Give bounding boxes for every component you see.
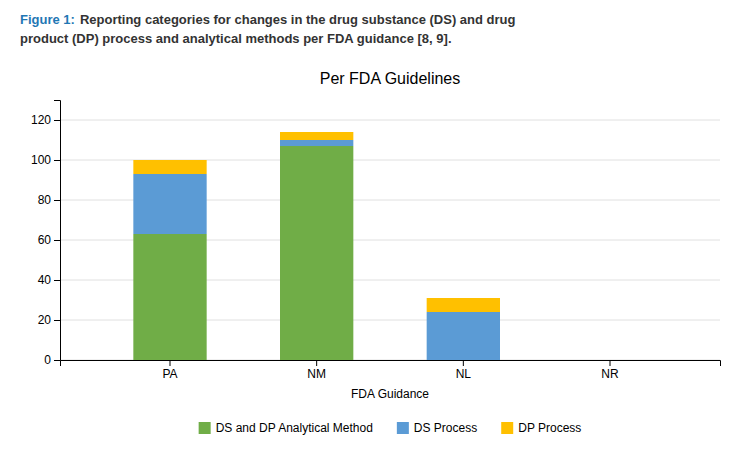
y-tick: 120 [31,113,60,127]
x-axis-title: FDA Guidance [351,387,429,401]
x-tick-mark [610,360,611,366]
y-tick: 100 [31,153,60,167]
x-tick-label: PA [162,367,177,381]
legend-item: DS and DP Analytical Method [199,421,373,435]
y-tick-label: 60 [38,233,52,247]
legend-swatch [501,422,513,434]
y-tick-mark [54,160,60,161]
y-axis: 0 20 40 60 80 100 120 [31,101,61,368]
x-tick-label: NR [601,367,619,381]
grid [60,120,720,360]
y-tick-label: 80 [38,193,52,207]
x-tick-label: NL [456,367,472,381]
y-tick-mark [54,240,60,241]
legend-label: DS and DP Analytical Method [216,421,373,435]
x-tick: NM [307,360,326,381]
legend-item: DS Process [397,421,477,435]
y-tick-label: 20 [38,313,52,327]
y-tick: 80 [38,193,60,207]
x-axis-line [61,361,721,367]
x-tick-label: NM [307,367,326,381]
y-tick: 40 [38,273,60,287]
y-tick: 60 [38,233,60,247]
x-tick: NR [601,360,619,381]
bar-segment [133,160,206,174]
chart: Figure 1: Reporting categories for change… [0,0,750,450]
x-tick: PA [162,360,177,381]
legend-label: DS Process [414,421,477,435]
x-tick: NL [456,360,472,381]
y-tick-mark [54,320,60,321]
plot: PA NM NL NR 0 20 40 60 80 100 120 [31,101,721,381]
y-tick-mark [54,120,60,121]
y-axis-line [54,101,61,361]
bar-segment [427,312,500,360]
bar-segment [133,234,206,360]
bar-segment [573,360,646,361]
series [133,132,500,312]
y-tick-mark [54,360,60,361]
y-tick-label: 100 [31,153,51,167]
series [133,146,353,360]
legend-swatch [199,422,211,434]
caption-text: product (DP) process and analytical meth… [20,31,452,46]
y-tick: 20 [38,313,60,327]
caption: Figure 1: Reporting categories for change… [20,12,516,46]
bars [133,132,500,360]
legend: DS and DP Analytical Method DS Process DP … [199,421,582,435]
legend-swatch [397,422,409,434]
y-tick-mark [54,280,60,281]
series [133,140,500,360]
bar-segment [573,360,646,361]
legend-item: DP Process [501,421,581,435]
grid-line [60,120,720,121]
caption-text: Reporting categories for changes in the … [80,12,516,27]
bar-segment [280,146,353,360]
y-tick-label: 120 [31,113,51,127]
title: Per FDA Guidelines [320,70,461,87]
bar-segment [133,174,206,234]
legend-label: DP Process [518,421,581,435]
x-tick-mark [316,360,317,366]
y-tick: 0 [44,353,60,367]
y-tick-mark [54,200,60,201]
bar-segment [280,132,353,140]
x-axis: PA NM NL NR [61,360,721,381]
y-tick-label: 0 [44,353,51,367]
bar-segment [573,360,646,361]
y-tick-label: 40 [38,273,52,287]
bar-segment [427,298,500,312]
caption-label: Figure 1: [20,12,75,27]
bar-segment [280,140,353,146]
x-tick-mark [463,360,464,366]
x-tick-mark [170,360,171,366]
